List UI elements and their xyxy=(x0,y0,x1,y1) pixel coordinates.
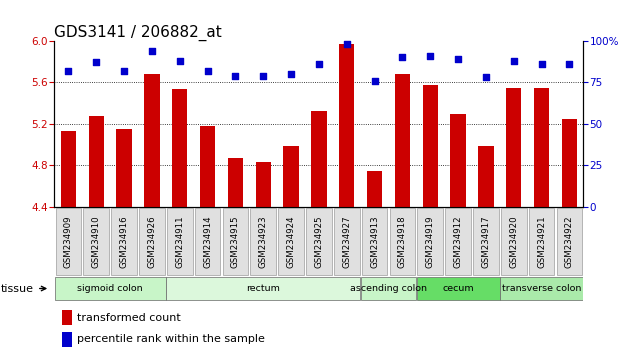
Point xyxy=(258,73,269,79)
Text: GSM234927: GSM234927 xyxy=(342,215,351,268)
Text: GSM234923: GSM234923 xyxy=(259,215,268,268)
Text: GSM234914: GSM234914 xyxy=(203,215,212,268)
Text: GSM234915: GSM234915 xyxy=(231,215,240,268)
Bar xyxy=(506,87,521,207)
Bar xyxy=(445,209,471,275)
Point xyxy=(508,58,519,63)
Bar xyxy=(361,278,416,299)
Bar xyxy=(556,209,582,275)
Bar xyxy=(62,332,72,347)
Text: transformed count: transformed count xyxy=(77,313,181,323)
Text: GSM234909: GSM234909 xyxy=(64,215,73,268)
Text: percentile rank within the sample: percentile rank within the sample xyxy=(77,335,265,344)
Point xyxy=(342,41,352,47)
Bar xyxy=(195,209,221,275)
Bar xyxy=(200,126,215,207)
Point xyxy=(91,59,101,65)
Bar xyxy=(529,209,554,275)
Bar xyxy=(501,209,526,275)
Bar xyxy=(222,209,248,275)
Bar xyxy=(367,171,382,207)
Text: GSM234916: GSM234916 xyxy=(120,215,129,268)
Bar xyxy=(334,209,360,275)
Text: GSM234918: GSM234918 xyxy=(398,215,407,268)
Bar xyxy=(167,209,192,275)
Point xyxy=(453,56,463,62)
Point xyxy=(63,68,74,74)
Point xyxy=(481,74,491,80)
Text: GSM234919: GSM234919 xyxy=(426,215,435,268)
Text: GSM234911: GSM234911 xyxy=(175,215,184,268)
Point xyxy=(537,61,547,67)
Point xyxy=(119,68,129,74)
Text: GSM234925: GSM234925 xyxy=(314,215,324,268)
Text: GSM234924: GSM234924 xyxy=(287,215,296,268)
Text: GSM234922: GSM234922 xyxy=(565,215,574,268)
Bar xyxy=(422,85,438,207)
Bar xyxy=(228,158,243,207)
Bar xyxy=(312,112,326,207)
Point xyxy=(203,68,213,74)
Text: GSM234910: GSM234910 xyxy=(92,215,101,268)
Text: GSM234920: GSM234920 xyxy=(509,215,518,268)
Point xyxy=(425,53,435,58)
Bar xyxy=(534,87,549,207)
Bar xyxy=(473,209,499,275)
Bar xyxy=(61,131,76,207)
Text: ascending colon: ascending colon xyxy=(350,284,427,293)
Bar xyxy=(83,209,109,275)
Bar xyxy=(306,209,331,275)
Bar xyxy=(54,278,165,299)
Point xyxy=(230,73,240,79)
Bar xyxy=(256,162,271,207)
Bar xyxy=(417,278,499,299)
Text: GSM234926: GSM234926 xyxy=(147,215,156,268)
Text: cecum: cecum xyxy=(442,284,474,293)
Point xyxy=(286,71,296,77)
Text: GSM234913: GSM234913 xyxy=(370,215,379,268)
Bar xyxy=(451,114,466,207)
Text: GSM234921: GSM234921 xyxy=(537,215,546,268)
Point xyxy=(314,61,324,67)
Bar xyxy=(478,146,494,207)
Text: tissue: tissue xyxy=(1,284,46,293)
Bar xyxy=(144,74,160,207)
Bar xyxy=(62,310,72,325)
Point xyxy=(174,58,185,63)
Bar xyxy=(362,209,387,275)
Bar xyxy=(417,209,443,275)
Text: rectum: rectum xyxy=(246,284,280,293)
Bar xyxy=(56,209,81,275)
Bar xyxy=(251,209,276,275)
Text: GDS3141 / 206882_at: GDS3141 / 206882_at xyxy=(54,24,222,41)
Bar xyxy=(395,74,410,207)
Bar xyxy=(117,129,131,207)
Point xyxy=(369,78,379,84)
Point xyxy=(564,61,574,67)
Text: GSM234912: GSM234912 xyxy=(454,215,463,268)
Bar xyxy=(112,209,137,275)
Bar xyxy=(166,278,360,299)
Bar xyxy=(278,209,304,275)
Point xyxy=(397,55,408,60)
Point xyxy=(147,48,157,53)
Bar xyxy=(562,119,577,207)
Text: GSM234917: GSM234917 xyxy=(481,215,490,268)
Text: transverse colon: transverse colon xyxy=(502,284,581,293)
Bar xyxy=(88,115,104,207)
Bar xyxy=(139,209,165,275)
Bar xyxy=(172,88,187,207)
Bar xyxy=(390,209,415,275)
Bar xyxy=(339,44,354,207)
Bar xyxy=(500,278,583,299)
Text: sigmoid colon: sigmoid colon xyxy=(78,284,143,293)
Bar xyxy=(283,146,299,207)
